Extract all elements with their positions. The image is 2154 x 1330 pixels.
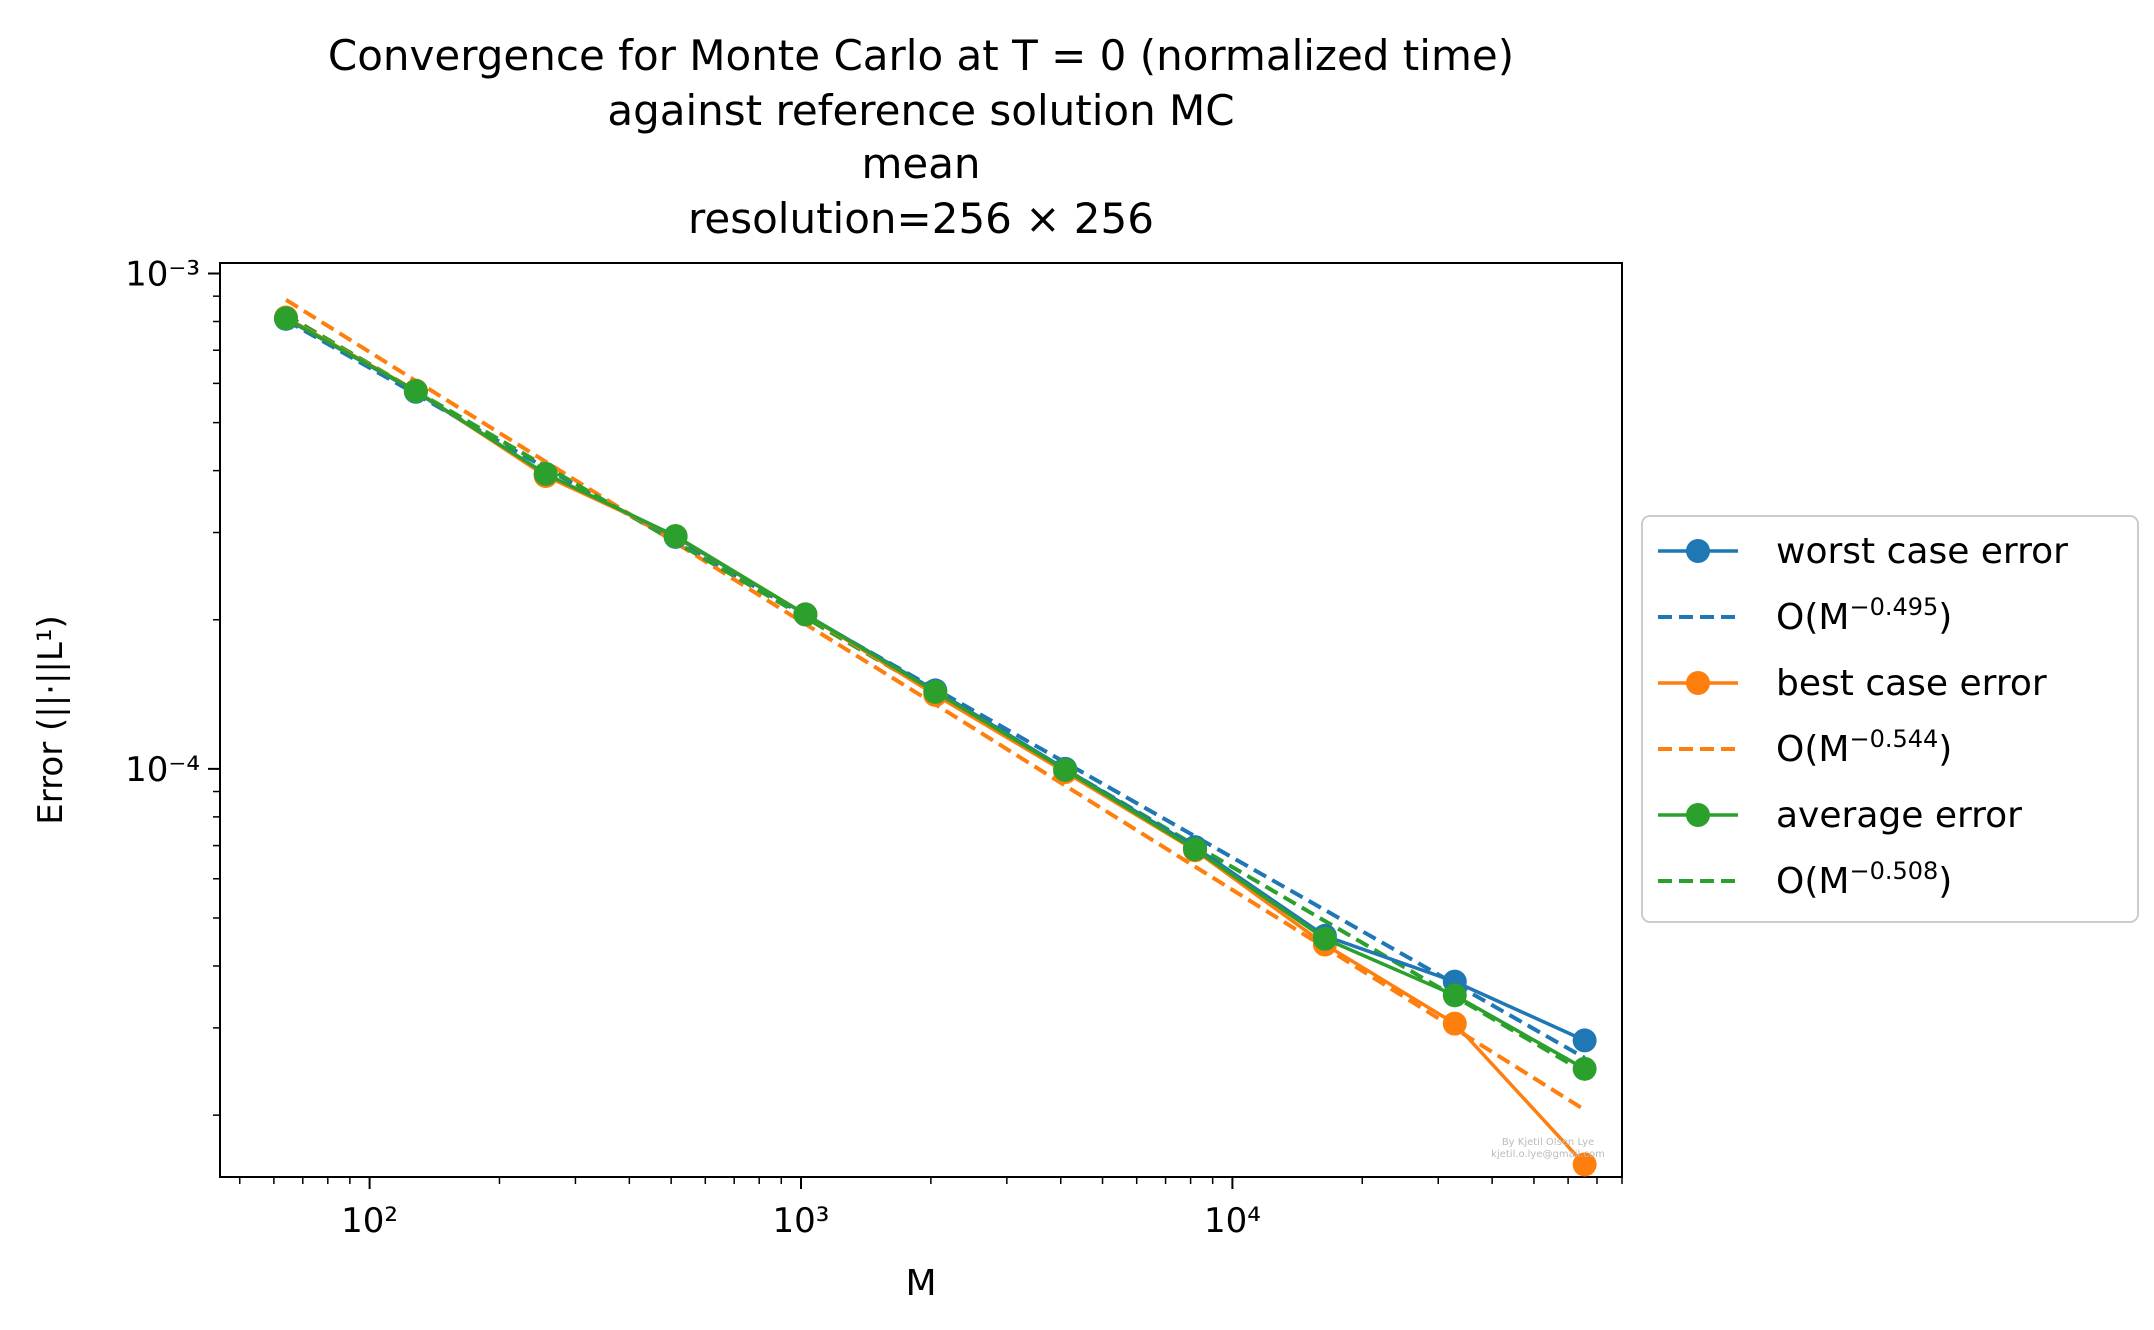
y-tick-label: 10⁻³	[125, 254, 200, 294]
series-4	[273, 306, 1597, 1081]
legend-entry: O(M−0.544)	[1658, 725, 1952, 770]
series-line	[285, 315, 1586, 1166]
legend-entry: O(M−0.508)	[1658, 857, 1952, 902]
data-point	[663, 524, 688, 549]
watermark-line: kjetil.o.lye@gmail.com	[1491, 1149, 1605, 1160]
legend-label: O(M−0.495)	[1776, 593, 1952, 638]
data-point	[923, 679, 948, 704]
legend-entry: worst case error	[1658, 531, 2068, 572]
legend-entry: average error	[1658, 795, 2022, 836]
y-axis-label-text: Error (||·||L¹)	[31, 615, 71, 824]
series-0	[273, 306, 1597, 1053]
data-point	[1183, 837, 1208, 862]
x-axis-label: M	[905, 1263, 936, 1304]
legend-marker	[1686, 539, 1710, 563]
legend-label: O(M−0.508)	[1776, 857, 1952, 902]
fit-line	[284, 313, 1586, 1075]
data-point	[1312, 926, 1337, 951]
series-5	[284, 313, 1586, 1075]
title-line: against reference solution MC	[607, 86, 1234, 135]
x-tick-label: 10⁴	[1204, 1201, 1261, 1241]
legend-marker	[1686, 803, 1710, 827]
title-line: resolution=256 × 256	[688, 194, 1154, 243]
title-line: Convergence for Monte Carlo at T = 0 (no…	[328, 31, 1514, 80]
data-point	[1572, 1152, 1597, 1177]
series-2	[273, 305, 1597, 1177]
legend-entry: best case error	[1658, 663, 2047, 704]
x-tick-label: 10³	[773, 1201, 830, 1241]
data-point	[1572, 1056, 1597, 1081]
legend: worst case error O(M−0.495) best case erro…	[1641, 515, 2139, 923]
data-point	[793, 602, 818, 627]
y-tick-label: 10⁻⁴	[125, 750, 200, 790]
title-line: mean	[861, 139, 980, 188]
data-point	[403, 379, 428, 404]
plot-area	[219, 262, 1623, 1178]
data-point	[1442, 1011, 1467, 1036]
data-point	[1572, 1028, 1597, 1053]
axis-ticks: 10² 10³ 10⁴ 10⁻⁴ 10⁻³	[125, 254, 1623, 1241]
data-point	[1053, 757, 1078, 782]
data-point	[1442, 983, 1467, 1008]
watermark-line: By Kjetil Olsen Lye	[1502, 1137, 1594, 1148]
x-tick-label: 10²	[341, 1201, 398, 1241]
chart-title: Convergence for Monte Carlo at T = 0 (no…	[328, 31, 1514, 243]
y-axis-label: Error (||·||L¹)	[31, 615, 71, 824]
series-layer	[273, 298, 1597, 1177]
legend-box	[1641, 515, 2139, 923]
legend-label: O(M−0.544)	[1776, 725, 1952, 770]
legend-label: best case error	[1776, 663, 2047, 704]
legend-entry: O(M−0.495)	[1658, 593, 1952, 638]
legend-label: worst case error	[1776, 531, 2068, 572]
data-point	[533, 461, 558, 486]
legend-label: average error	[1776, 795, 2022, 836]
legend-marker	[1686, 671, 1710, 695]
data-point	[273, 306, 298, 331]
watermark: By Kjetil Olsen Lyekjetil.o.lye@gmail.co…	[1491, 1137, 1605, 1160]
